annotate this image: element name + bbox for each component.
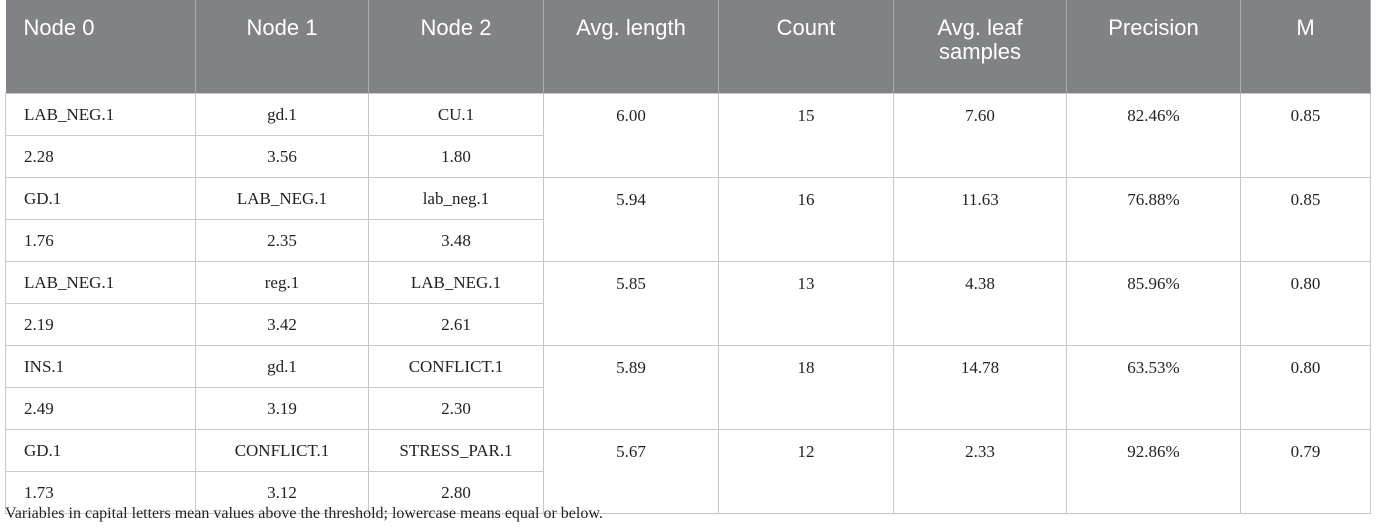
node-cell: CONFLICT.1 bbox=[368, 345, 544, 388]
table-row: 1.73 3.12 2.80 bbox=[5, 471, 1371, 514]
m-cell: 0.80 bbox=[1240, 345, 1371, 430]
header-cell: Count bbox=[718, 0, 894, 94]
avg-leaf-samples-cell: 2.33 bbox=[893, 429, 1067, 514]
header-cell: Node 2 bbox=[368, 0, 544, 94]
precision-cell: 82.46% bbox=[1066, 93, 1241, 178]
avg-leaf-samples-cell: 11.63 bbox=[893, 177, 1067, 262]
avg-leaf-samples-cell: 7.60 bbox=[893, 93, 1067, 178]
node-cell: CONFLICT.1 bbox=[195, 429, 369, 472]
node-cell: 2.19 bbox=[5, 303, 196, 346]
node-cell: lab_neg.1 bbox=[368, 177, 544, 220]
m-cell: 0.80 bbox=[1240, 261, 1371, 346]
m-cell: 0.85 bbox=[1240, 177, 1371, 262]
node-cell: GD.1 bbox=[5, 177, 196, 220]
table-row: 2.49 3.19 2.30 bbox=[5, 387, 1371, 430]
node-cell: 3.12 bbox=[195, 471, 369, 514]
node-cell: 1.73 bbox=[5, 471, 196, 514]
avg-leaf-samples-cell: 4.38 bbox=[893, 261, 1067, 346]
table-body: LAB_NEG.1 gd.1 CU.1 6.00 15 7.60 82.46% 0.85 2.2… bbox=[5, 93, 1371, 514]
node-cell: 3.48 bbox=[368, 219, 544, 262]
node-cell: 3.19 bbox=[195, 387, 369, 430]
count-cell: 16 bbox=[718, 177, 894, 262]
node-cell: 3.56 bbox=[195, 135, 369, 178]
node-cell: reg.1 bbox=[195, 261, 369, 304]
node-cell: LAB_NEG.1 bbox=[368, 261, 544, 304]
avg-length-cell: 5.67 bbox=[543, 429, 719, 514]
table-row: GD.1 CONFLICT.1 STRESS_PAR.1 5.67 12 2.33 92.8… bbox=[5, 429, 1371, 514]
avg-length-cell: 5.94 bbox=[543, 177, 719, 262]
node-cell: 2.35 bbox=[195, 219, 369, 262]
header-cell: Precision bbox=[1066, 0, 1241, 94]
node-cell: 2.61 bbox=[368, 303, 544, 346]
header-cell: Avg. length bbox=[543, 0, 719, 94]
node-cell: 1.76 bbox=[5, 219, 196, 262]
node-cell: STRESS_PAR.1 bbox=[368, 429, 544, 472]
header-cell: M bbox=[1240, 0, 1371, 94]
avg-leaf-samples-cell: 14.78 bbox=[893, 345, 1067, 430]
table-row: 2.28 3.56 1.80 bbox=[5, 135, 1371, 178]
node-cell: INS.1 bbox=[5, 345, 196, 388]
node-cell: LAB_NEG.1 bbox=[5, 261, 196, 304]
header-cell: Node 0 bbox=[5, 0, 196, 94]
node-cell: LAB_NEG.1 bbox=[195, 177, 369, 220]
header-cell: Avg. leaf samples bbox=[893, 0, 1067, 94]
results-table: Node 0 Node 1 Node 2 Avg. length Count Avg. l… bbox=[5, 0, 1371, 514]
m-cell: 0.85 bbox=[1240, 93, 1371, 178]
table-row: LAB_NEG.1 reg.1 LAB_NEG.1 5.85 13 4.38 85.96% 0… bbox=[5, 261, 1371, 346]
node-cell: 3.42 bbox=[195, 303, 369, 346]
node-cell: 2.80 bbox=[368, 471, 544, 514]
node-cell: LAB_NEG.1 bbox=[5, 93, 196, 136]
header-row: Node 0 Node 1 Node 2 Avg. length Count Avg. l… bbox=[5, 0, 1371, 94]
avg-length-cell: 6.00 bbox=[543, 93, 719, 178]
table-row: INS.1 gd.1 CONFLICT.1 5.89 18 14.78 63.53% 0.80 bbox=[5, 345, 1371, 430]
node-cell: 2.30 bbox=[368, 387, 544, 430]
m-cell: 0.79 bbox=[1240, 429, 1371, 514]
count-cell: 18 bbox=[718, 345, 894, 430]
table-row: 2.19 3.42 2.61 bbox=[5, 303, 1371, 346]
table-row: GD.1 LAB_NEG.1 lab_neg.1 5.94 16 11.63 76.88% 0… bbox=[5, 177, 1371, 262]
node-cell: 1.80 bbox=[368, 135, 544, 178]
precision-cell: 76.88% bbox=[1066, 177, 1241, 262]
precision-cell: 85.96% bbox=[1066, 261, 1241, 346]
avg-length-cell: 5.89 bbox=[543, 345, 719, 430]
node-cell: 2.28 bbox=[5, 135, 196, 178]
count-cell: 15 bbox=[718, 93, 894, 178]
header-cell: Node 1 bbox=[195, 0, 369, 94]
precision-cell: 63.53% bbox=[1066, 345, 1241, 430]
avg-length-cell: 5.85 bbox=[543, 261, 719, 346]
table-row: 1.76 2.35 3.48 bbox=[5, 219, 1371, 262]
node-cell: gd.1 bbox=[195, 93, 369, 136]
node-cell: GD.1 bbox=[5, 429, 196, 472]
precision-cell: 92.86% bbox=[1066, 429, 1241, 514]
count-cell: 12 bbox=[718, 429, 894, 514]
node-cell: CU.1 bbox=[368, 93, 544, 136]
node-cell: 2.49 bbox=[5, 387, 196, 430]
table-row: LAB_NEG.1 gd.1 CU.1 6.00 15 7.60 82.46% 0.85 bbox=[5, 93, 1371, 178]
footnote: Variables in capital letters mean values… bbox=[5, 505, 603, 522]
node-cell: gd.1 bbox=[195, 345, 369, 388]
count-cell: 13 bbox=[718, 261, 894, 346]
